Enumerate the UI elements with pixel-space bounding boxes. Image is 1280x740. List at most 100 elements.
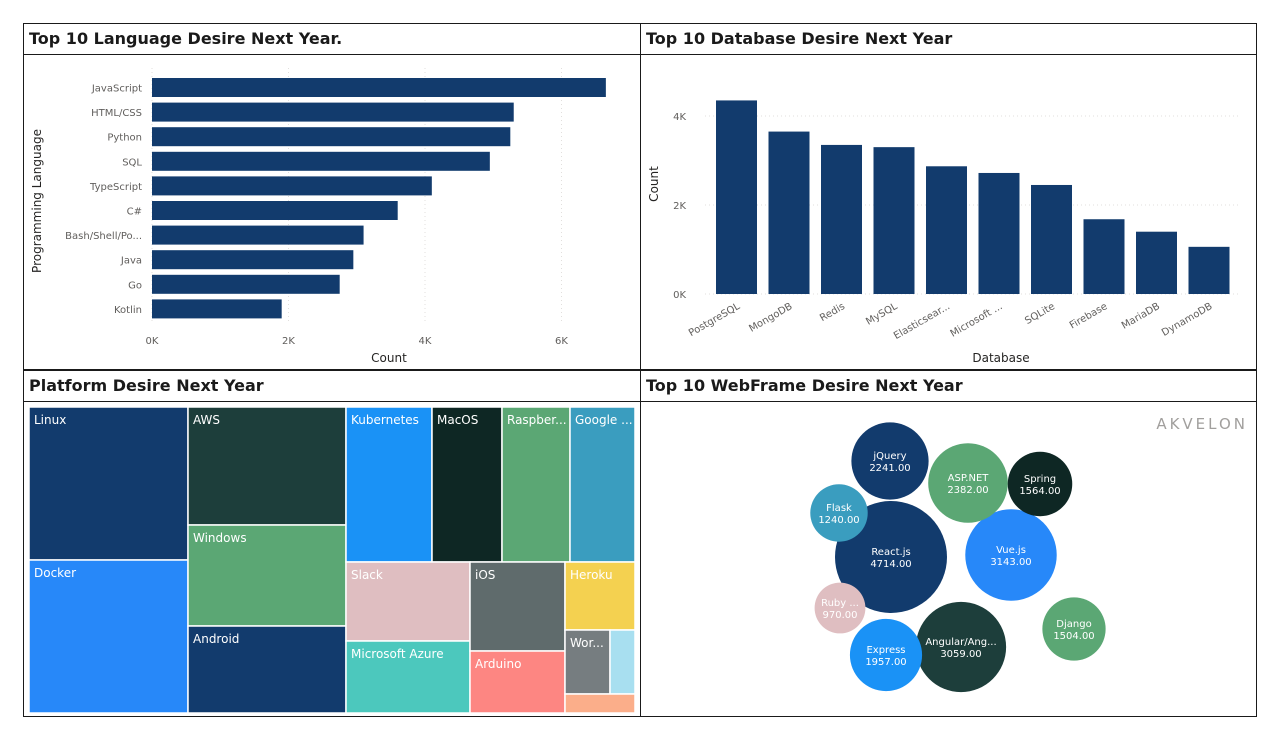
x-tick-label: DynamoDB [1160,301,1215,339]
bar-java [152,250,354,270]
platform-chart-title: Platform Desire Next Year [24,371,640,402]
platform-chart-panel: Platform Desire Next Year Linux Docker AWS… [23,370,641,717]
bubble-value: 1564.00 [1019,486,1060,497]
bubble-jquery [851,422,929,500]
bubble-label: Django [1056,619,1091,630]
treemap-tile-google [569,406,636,563]
platform-treemap: Linux Docker AWS Windows Android Kubernetes Ma… [28,406,636,714]
bubble-label: Spring [1024,474,1056,485]
treemap-tile-android [187,625,347,714]
bar-firebase [1083,219,1125,294]
bar-typescript [152,176,432,196]
bar-go [152,274,340,294]
y-tick-label: C# [127,207,142,218]
treemap-label: Linux [34,413,66,427]
treemap-label: Google ... [575,413,633,427]
bubble-value: 3059.00 [940,649,981,660]
bubble-angular-ang [915,601,1007,693]
x-tick-label: 6K [555,336,568,347]
treemap-tile-tile-16 [564,693,636,714]
x-tick-label: SQLite [1023,301,1057,327]
bar-elasticsear [926,166,967,294]
y-tick-label: HTML/CSS [91,108,142,119]
x-tick-label: Elasticsear... [892,301,952,342]
y-tick-label: Python [107,133,142,144]
bubble-label: Express [866,645,905,656]
bar-sql [152,151,490,171]
x-tick-label: Redis [818,301,847,324]
x-axis-title: Count [371,351,407,365]
treemap-label: Android [193,632,239,646]
bar-mysql [873,147,915,294]
bar-postgresql [716,100,757,294]
bar-redis [821,144,862,294]
bubble-value: 970.00 [823,610,858,621]
treemap-label: Wor... [570,636,604,650]
bubble-value: 1240.00 [818,515,859,526]
bubble-asp-net [928,443,1008,523]
y-axis-title: Count [647,166,661,202]
treemap-label: iOS [475,568,495,582]
x-tick-label: 0K [146,336,159,347]
bubble-value: 1957.00 [865,657,906,668]
treemap-label: Heroku [570,568,613,582]
bar-bash-shell-po [152,225,364,245]
bubble-django [1042,597,1106,661]
treemap-label: AWS [193,413,220,427]
bubble-value: 1504.00 [1053,631,1094,642]
bar-kotlin [152,299,282,319]
bubble-label: ASP.NET [948,473,990,484]
bubble-label: Flask [826,503,852,514]
treemap-label: Slack [351,568,383,582]
bar-c [152,201,398,220]
bubble-label: jQuery [872,451,906,462]
x-tick-label: MySQL [864,301,900,328]
treemap-label: MacOS [437,413,478,427]
y-tick-label: 0K [673,290,686,301]
y-tick-label: JavaScript [91,84,142,95]
bar-mongodb [768,131,810,294]
database-chart-panel: Top 10 Database Desire Next Year 0K 2K 4K P… [640,23,1257,370]
treemap-tile-raspber [501,406,571,563]
treemap-tile-heroku [564,561,636,631]
y-tick-label: TypeScript [89,182,142,193]
webframe-chart-panel: Top 10 WebFrame Desire Next Year AKVELON… [640,370,1257,717]
bubble-flask [810,484,868,542]
x-tick-label: MongoDB [747,301,794,335]
bubble-label: React.js [871,547,910,558]
treemap-tile-docker [28,559,189,714]
bar-python [152,127,511,147]
database-chart-title: Top 10 Database Desire Next Year [641,24,1256,55]
treemap-label: Raspber... [507,413,567,427]
akvelon-logo: AKVELON [1156,415,1248,433]
treemap-label: Kubernetes [351,413,419,427]
bubble-label: Vue.js [996,545,1026,556]
language-bar-chart: 0K 2K 4K 6K JavaScript HTML/CSS Python SQL TypeS… [30,68,606,365]
treemap-tile-slack [345,561,471,642]
y-tick-label: Bash/Shell/Po... [65,231,142,242]
treemap-label: Windows [193,531,247,545]
y-tick-label: Kotlin [114,305,142,316]
bubble-value: 4714.00 [870,559,911,570]
x-tick-label: 4K [419,336,432,347]
treemap-tile-arduino [469,650,566,714]
bubble-value: 3143.00 [990,557,1031,568]
database-bar-chart: 0K 2K 4K PostgreSQL MongoDB Redis MySQLElastic… [647,100,1241,365]
x-tick-label: PostgreSQL [687,301,742,339]
bar-html-css [152,102,514,122]
bubble-value: 2241.00 [869,463,910,474]
bar-dynamodb [1188,246,1230,294]
webframe-chart-title: Top 10 WebFrame Desire Next Year [641,371,1256,402]
x-tick-label: MariaDB [1120,301,1162,332]
bubble-ruby [814,582,866,634]
treemap-tile-tile-15 [609,629,636,695]
bar-mariadb [1136,231,1177,294]
treemap-label: Microsoft Azure [351,647,444,661]
y-tick-label: Go [128,280,142,291]
x-axis-title: Database [972,351,1029,365]
bar-microsoft [978,172,1020,294]
treemap-tile-aws [187,406,347,526]
bubble-value: 2382.00 [947,485,988,496]
bubble-label: Ruby ... [821,598,859,609]
